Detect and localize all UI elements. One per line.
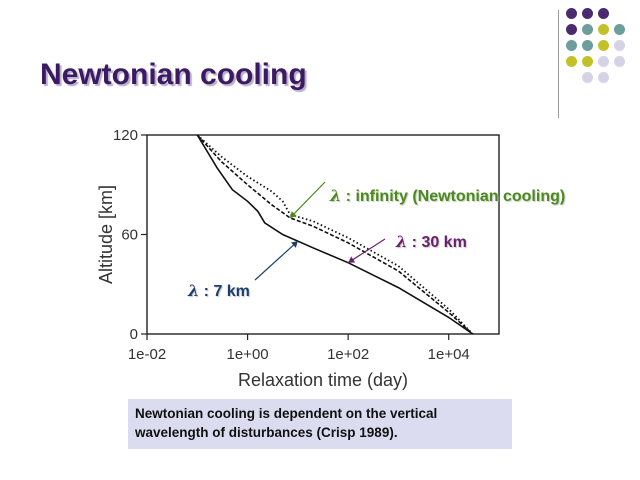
- decor-dot: [598, 8, 609, 19]
- divider-line: [558, 10, 559, 118]
- annotation-7km: λ : 7 km: [188, 281, 250, 301]
- lambda-symbol: λ: [188, 281, 200, 300]
- decor-dot: [582, 40, 593, 51]
- arrow-7km-head: [290, 241, 298, 248]
- decor-dot: [566, 56, 577, 67]
- series-line-7km: [196, 134, 474, 335]
- x-tick-label: 1e+00: [227, 346, 269, 363]
- arrow-7km: [254, 240, 299, 281]
- annotation-30km-text: : 30 km: [407, 234, 467, 251]
- lambda-symbol: λ: [396, 232, 408, 251]
- decorative-dot-grid: [566, 8, 636, 108]
- decor-dot: [614, 24, 625, 35]
- y-tick-label: 60: [121, 227, 138, 244]
- decor-dot: [566, 40, 577, 51]
- x-tick-label: 1e+04: [428, 346, 470, 363]
- annotation-infinity-text: : infinity (Newtonian cooling): [341, 188, 566, 205]
- arrow-infinity-head: [290, 211, 297, 218]
- y-tick-label: 0: [130, 326, 138, 343]
- slide-title: Newtonian cooling: [40, 58, 307, 91]
- decor-dot: [566, 8, 577, 19]
- decor-dot: [582, 72, 593, 83]
- decor-dot: [598, 56, 609, 67]
- y-tick-label: 120: [113, 127, 138, 144]
- caption-box: Newtonian cooling is dependent on the ve…: [128, 399, 512, 449]
- x-axis-label: Relaxation time (day): [238, 370, 408, 390]
- relaxation-time-chart: 1e-02 1e+00 1e+02 1e+04 0 60 120 Relaxation tim…: [96, 127, 500, 390]
- plot-frame: [146, 134, 500, 335]
- decor-dot: [598, 24, 609, 35]
- caption-line-2: wavelength of disturbances (Crisp 1989).: [135, 425, 398, 440]
- series-line-30km: [196, 134, 474, 335]
- decor-dot: [614, 56, 625, 67]
- x-tick-label: 1e-02: [128, 346, 166, 363]
- arrow-infinity: [289, 181, 326, 219]
- caption-line-1: Newtonian cooling is dependent on the ve…: [135, 406, 438, 421]
- annotation-infinity: λ : infinity (Newtonian cooling): [330, 186, 565, 206]
- arrow-30km-head: [348, 256, 356, 263]
- annotation-30km: λ : 30 km: [396, 232, 467, 252]
- x-tick-label: 1e+02: [327, 346, 369, 363]
- lambda-symbol: λ: [330, 186, 342, 205]
- decor-dot: [598, 72, 609, 83]
- annotation-7km-text: : 7 km: [199, 283, 250, 300]
- arrow-30km: [347, 238, 386, 264]
- decor-dot: [566, 24, 577, 35]
- decor-dot: [582, 56, 593, 67]
- decor-dot: [614, 40, 625, 51]
- decor-dot: [598, 40, 609, 51]
- decor-dot: [582, 24, 593, 35]
- decor-dot: [582, 8, 593, 19]
- y-axis-label: Altitude [km]: [96, 185, 116, 284]
